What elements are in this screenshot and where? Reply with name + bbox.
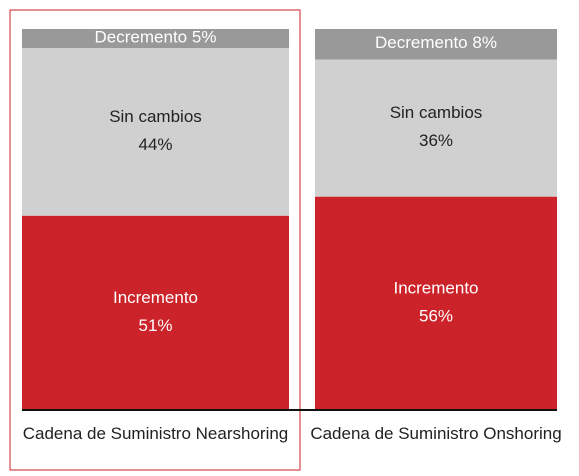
segment-label: Sin cambios 44% (109, 107, 202, 154)
series-name: Incremento (393, 279, 478, 298)
bar-segment (22, 215, 289, 410)
bar-segment (22, 48, 289, 216)
series-name: Sin cambios (390, 104, 483, 123)
bar-segment (22, 29, 289, 49)
value-label: 36% (419, 132, 453, 151)
bar-segment (315, 29, 557, 60)
value-label: 56% (419, 307, 453, 326)
bar-segment (315, 59, 557, 197)
series-name: Decremento (95, 28, 188, 47)
highlight-box (9, 9, 301, 471)
segment-label: Incremento 56% (393, 279, 478, 326)
value-label: 51% (138, 316, 172, 335)
value-label: 44% (138, 135, 172, 154)
value-label: 8% (472, 34, 497, 53)
series-name: Sin cambios (109, 107, 202, 126)
segment-label: Incremento 51% (113, 288, 198, 335)
category-label: Cadena de Suministro Onshoring (310, 424, 562, 443)
segment-label: Sin cambios 36% (390, 104, 483, 151)
series-name: Incremento (113, 288, 198, 307)
category-label: Cadena de Suministro Nearshoring (22, 424, 289, 443)
series-name: Decremento (375, 34, 468, 53)
value-label: 5% (192, 28, 217, 47)
bar-segment (315, 196, 557, 410)
segment-label: Decremento 8% (375, 34, 497, 53)
segment-label: Decremento 5% (95, 28, 217, 47)
